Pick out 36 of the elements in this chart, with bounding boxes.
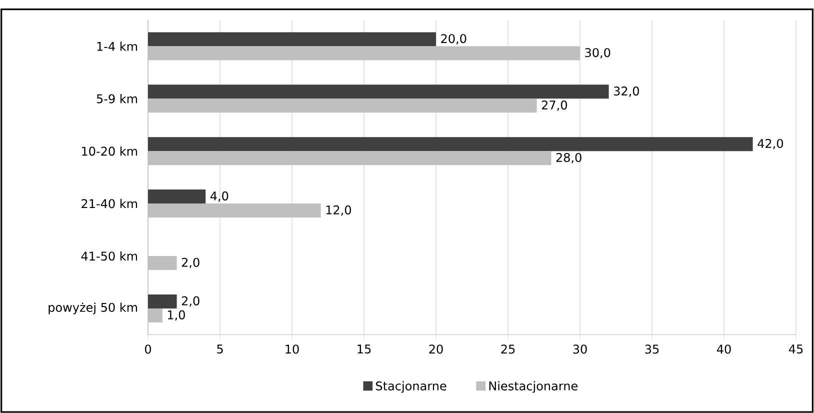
bar bbox=[148, 189, 206, 204]
x-tick-label: 10 bbox=[286, 344, 299, 354]
data-label: 20,0 bbox=[441, 34, 466, 44]
y-tick-label: 41-50 km bbox=[81, 251, 137, 260]
data-label: 30,0 bbox=[585, 48, 610, 58]
data-label: 2,0 bbox=[182, 258, 200, 268]
x-tick-label: 45 bbox=[788, 344, 803, 354]
legend-label: Stacjonarne bbox=[376, 381, 446, 393]
bar bbox=[148, 84, 609, 99]
data-label: 42,0 bbox=[758, 138, 783, 150]
y-tick-label: 21-40 km bbox=[82, 198, 137, 208]
x-tick-label: 5 bbox=[217, 344, 223, 354]
bar bbox=[148, 32, 436, 46]
y-tick-label: 10-20 km bbox=[82, 146, 137, 156]
x-tick-label: 20 bbox=[429, 344, 443, 354]
data-label: 28,0 bbox=[556, 152, 582, 164]
data-label: 4,0 bbox=[210, 191, 228, 202]
x-tick-label: 0 bbox=[144, 344, 152, 354]
bar bbox=[148, 256, 177, 270]
x-tick-label: 40 bbox=[716, 344, 731, 354]
data-label: 1,0 bbox=[168, 310, 185, 320]
data-label: 32,0 bbox=[614, 86, 639, 97]
bar bbox=[148, 294, 177, 308]
bar bbox=[148, 308, 162, 322]
x-tick-label: 15 bbox=[358, 344, 371, 354]
x-tick-label: 35 bbox=[645, 344, 659, 354]
x-tick-label: 30 bbox=[573, 344, 587, 354]
data-label: 27,0 bbox=[542, 100, 567, 111]
data-label: 2,0 bbox=[182, 296, 200, 306]
legend-label: Niestacjonarne bbox=[489, 381, 578, 393]
bar bbox=[148, 136, 753, 151]
y-tick-label: powyżej 50 km bbox=[48, 302, 138, 314]
data-label: 12,0 bbox=[326, 205, 351, 216]
y-tick-label: 1-4 km bbox=[97, 42, 138, 51]
x-tick-label: 25 bbox=[501, 344, 515, 354]
y-tick-label: 5-9 km bbox=[96, 94, 138, 104]
